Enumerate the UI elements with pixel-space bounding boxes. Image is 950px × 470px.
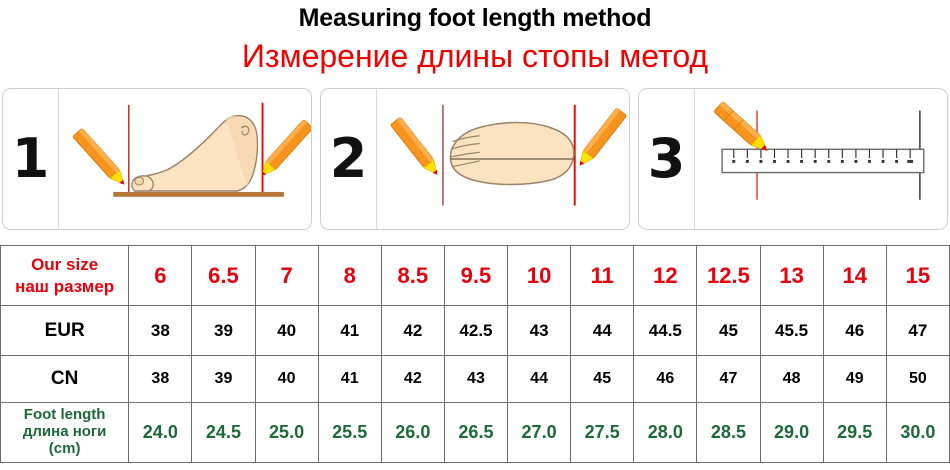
cell-foot-length-6: 27.0	[507, 402, 572, 463]
row-label-eur: EUR	[0, 305, 130, 356]
cell-our-size-6: 10	[507, 245, 572, 306]
cell-our-size-8: 12	[633, 245, 698, 306]
table-row-eur: EUR 38 39 40 41 42 42.5 43 44 44.5 45 45…	[0, 305, 950, 356]
page-title-russian: Измерение длины стопы метод	[241, 38, 709, 74]
cell-our-size-2: 7	[254, 245, 319, 306]
cell-foot-length-12: 30.0	[885, 402, 950, 463]
cell-foot-length-4: 26.0	[380, 402, 445, 463]
cell-cn-6: 44	[507, 355, 572, 403]
cell-foot-length-2: 25.0	[254, 402, 319, 463]
cell-eur-9: 45	[696, 305, 761, 356]
cell-foot-length-11: 29.5	[822, 402, 887, 463]
cell-our-size-12: 15	[885, 245, 950, 306]
step-number-3: 3	[639, 89, 695, 229]
cell-our-size-1: 6.5	[191, 245, 256, 306]
cell-eur-0: 38	[128, 305, 193, 356]
table-row-foot-length: Foot length длина ноги (cm) 24.0 24.5 25…	[0, 402, 950, 463]
instruction-panel-3: 3	[638, 88, 948, 230]
cell-foot-length-10: 29.0	[759, 402, 824, 463]
cell-eur-2: 40	[254, 305, 319, 356]
cell-cn-11: 49	[822, 355, 887, 403]
cell-cn-0: 38	[128, 355, 193, 403]
cell-eur-6: 43	[507, 305, 572, 356]
cell-cn-8: 46	[633, 355, 698, 403]
cell-cn-9: 47	[696, 355, 761, 403]
row-label-foot-length-ru: длина ноги	[22, 423, 107, 441]
cell-eur-7: 44	[570, 305, 635, 356]
cell-eur-1: 39	[191, 305, 256, 356]
cell-cn-3: 41	[317, 355, 382, 403]
cell-cn-7: 45	[570, 355, 635, 403]
cell-cn-1: 39	[191, 355, 256, 403]
cell-eur-12: 47	[885, 305, 950, 356]
cell-cn-5: 43	[443, 355, 509, 403]
row-label-our-size-ru: наш размер	[15, 276, 115, 296]
cell-our-size-3: 8	[317, 245, 382, 306]
cell-our-size-11: 14	[822, 245, 887, 306]
cell-cn-12: 50	[885, 355, 950, 403]
row-label-cn: CN	[0, 355, 130, 403]
foot-side-view-with-pencils-icon	[59, 89, 311, 229]
cell-our-size-5: 9.5	[443, 245, 509, 306]
cell-foot-length-1: 24.5	[191, 402, 256, 463]
row-label-our-size-en: Our size	[31, 255, 99, 275]
row-label-foot-length-unit: (cm)	[48, 439, 81, 457]
foot-top-view-with-pencils-icon	[377, 89, 629, 229]
cell-our-size-0: 6	[128, 245, 193, 306]
cell-our-size-7: 11	[570, 245, 635, 306]
instruction-panels: 1	[2, 88, 948, 230]
cell-our-size-9: 12.5	[696, 245, 761, 306]
cell-our-size-4: 8.5	[380, 245, 445, 306]
cell-our-size-10: 13	[759, 245, 824, 306]
cell-foot-length-5: 26.5	[443, 402, 509, 463]
instruction-panel-1: 1	[2, 88, 312, 230]
ruler-measure-icon	[695, 89, 947, 229]
step-number-1: 1	[3, 89, 59, 229]
page-title-english: Measuring foot length method	[298, 4, 652, 32]
cell-cn-2: 40	[254, 355, 319, 403]
table-row-cn: CN 38 39 40 41 42 43 44 45 46 47 48 49 5…	[0, 355, 950, 403]
cell-foot-length-9: 28.5	[696, 402, 761, 463]
cell-cn-4: 42	[380, 355, 445, 403]
cell-foot-length-8: 28.0	[633, 402, 698, 463]
row-label-our-size: Our size наш размер	[0, 245, 130, 306]
cell-foot-length-0: 24.0	[128, 402, 193, 463]
instruction-panel-2: 2	[320, 88, 630, 230]
row-label-foot-length-en: Foot length	[23, 406, 106, 424]
cell-eur-5: 42.5	[443, 305, 509, 356]
cell-foot-length-3: 25.5	[317, 402, 382, 463]
shoe-size-table: Our size наш размер 6 6.5 7 8 8.5 9.5 10…	[0, 245, 950, 463]
step-number-2: 2	[321, 89, 377, 229]
cell-eur-11: 46	[822, 305, 887, 356]
cell-eur-8: 44.5	[633, 305, 698, 356]
cell-eur-3: 41	[317, 305, 382, 356]
cell-foot-length-7: 27.5	[570, 402, 635, 463]
cell-cn-10: 48	[759, 355, 824, 403]
table-row-our-size: Our size наш размер 6 6.5 7 8 8.5 9.5 10…	[0, 245, 950, 306]
cell-eur-4: 42	[380, 305, 445, 356]
cell-eur-10: 45.5	[759, 305, 824, 356]
row-label-foot-length: Foot length длина ноги (cm)	[0, 402, 130, 463]
